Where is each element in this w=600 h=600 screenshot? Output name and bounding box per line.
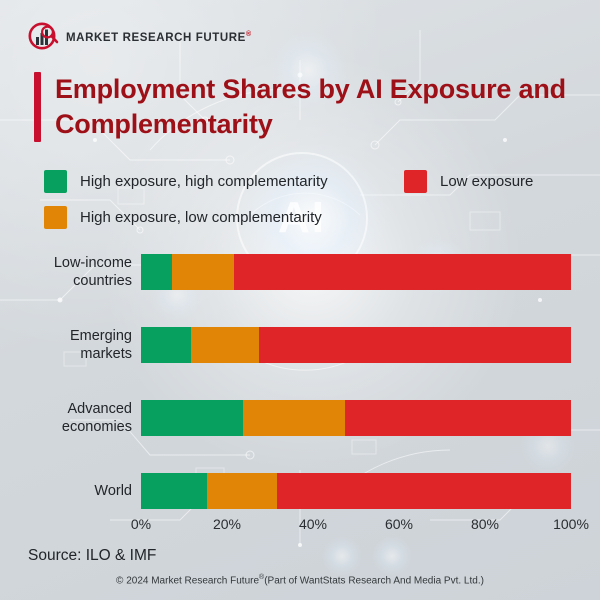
legend-item-high-high[interactable]: High exposure, high complementarity (44, 170, 404, 193)
axis-tick-label: 60% (384, 516, 414, 532)
bar-segment[interactable] (191, 327, 260, 363)
bar-segment[interactable] (172, 254, 235, 290)
bar-segment[interactable] (243, 400, 346, 436)
brand-name: MARKET RESEARCH FUTURE® (66, 31, 252, 44)
page-title-line-2: Complementarity (55, 109, 273, 139)
axis-tick-label: 40% (298, 516, 328, 532)
bar-row[interactable] (141, 254, 571, 290)
bar-segment[interactable] (207, 473, 278, 509)
bar-row[interactable] (141, 400, 571, 436)
header: MARKET RESEARCH FUTURE® (0, 0, 600, 66)
brand-logo[interactable]: MARKET RESEARCH FUTURE® (28, 22, 252, 52)
legend-row-top: High exposure, high complementarity Low … (44, 170, 584, 193)
bar-segment[interactable] (234, 254, 571, 290)
copyright-note: © 2024 Market Research Future®(Part of W… (0, 574, 600, 586)
copyright-tail: (Part of WantStats Research And Media Pv… (264, 575, 484, 587)
magnifier-bar-chart-icon (28, 22, 60, 52)
copyright-registered-mark: ® (259, 574, 265, 581)
bar-row[interactable] (141, 473, 571, 509)
chart-legend: High exposure, high complementarity Low … (44, 170, 584, 229)
legend-row-bottom: High exposure, low complementarity (44, 206, 584, 229)
source-note: Source: ILO & IMF (28, 547, 157, 564)
bar-segment[interactable] (259, 327, 571, 363)
axis-tick-label: 100% (553, 516, 589, 532)
bar-segment[interactable] (345, 400, 571, 436)
axis-tick-label: 80% (470, 516, 500, 532)
ai-watermark-text: AI (278, 193, 326, 242)
bar-segment[interactable] (141, 254, 173, 290)
legend-item-high-low[interactable]: High exposure, low complementarity (44, 206, 404, 229)
copyright-text: © 2024 Market Research Future (116, 575, 260, 587)
category-label: Advanced economies (61, 401, 132, 435)
legend-swatch-high-high (44, 170, 67, 193)
value-axis: 0% 20% 40% 60% 80% 100% (131, 516, 589, 538)
title-block: Employment Shares by AI Exposure and Com… (34, 72, 574, 142)
bar-segment[interactable] (141, 327, 192, 363)
legend-swatch-high-low (44, 206, 67, 229)
page-title: Employment Shares by AI Exposure and Com… (55, 72, 566, 142)
brand-name-text: MARKET RESEARCH FUTURE (66, 31, 246, 44)
axis-tick-label: 20% (212, 516, 242, 532)
category-label: Emerging markets (69, 328, 132, 362)
page-title-line-1: Employment Shares by AI Exposure and (55, 74, 566, 104)
axis-tick-label: 0% (130, 516, 152, 532)
category-axis: Low-income countries Emerging markets Advanc… (0, 246, 132, 510)
legend-label-high-low: High exposure, low complementarity (80, 209, 322, 226)
legend-swatch-low (404, 170, 427, 193)
bar-segment[interactable] (141, 400, 244, 436)
bar-segment[interactable] (141, 473, 208, 509)
bar-row[interactable] (141, 327, 571, 363)
title-accent-bar (34, 72, 41, 142)
legend-label-high-high: High exposure, high complementarity (80, 173, 328, 190)
category-label: World (94, 483, 132, 499)
registered-mark: ® (245, 30, 252, 38)
plot-area (141, 246, 571, 510)
bar-segment[interactable] (277, 473, 571, 509)
stacked-bar-chart: Low-income countries Emerging markets Advanc… (0, 246, 600, 536)
legend-item-low[interactable]: Low exposure (404, 170, 533, 193)
category-label: Low-income countries (53, 255, 132, 289)
legend-label-low: Low exposure (440, 173, 534, 190)
legend-spacer (44, 193, 584, 206)
